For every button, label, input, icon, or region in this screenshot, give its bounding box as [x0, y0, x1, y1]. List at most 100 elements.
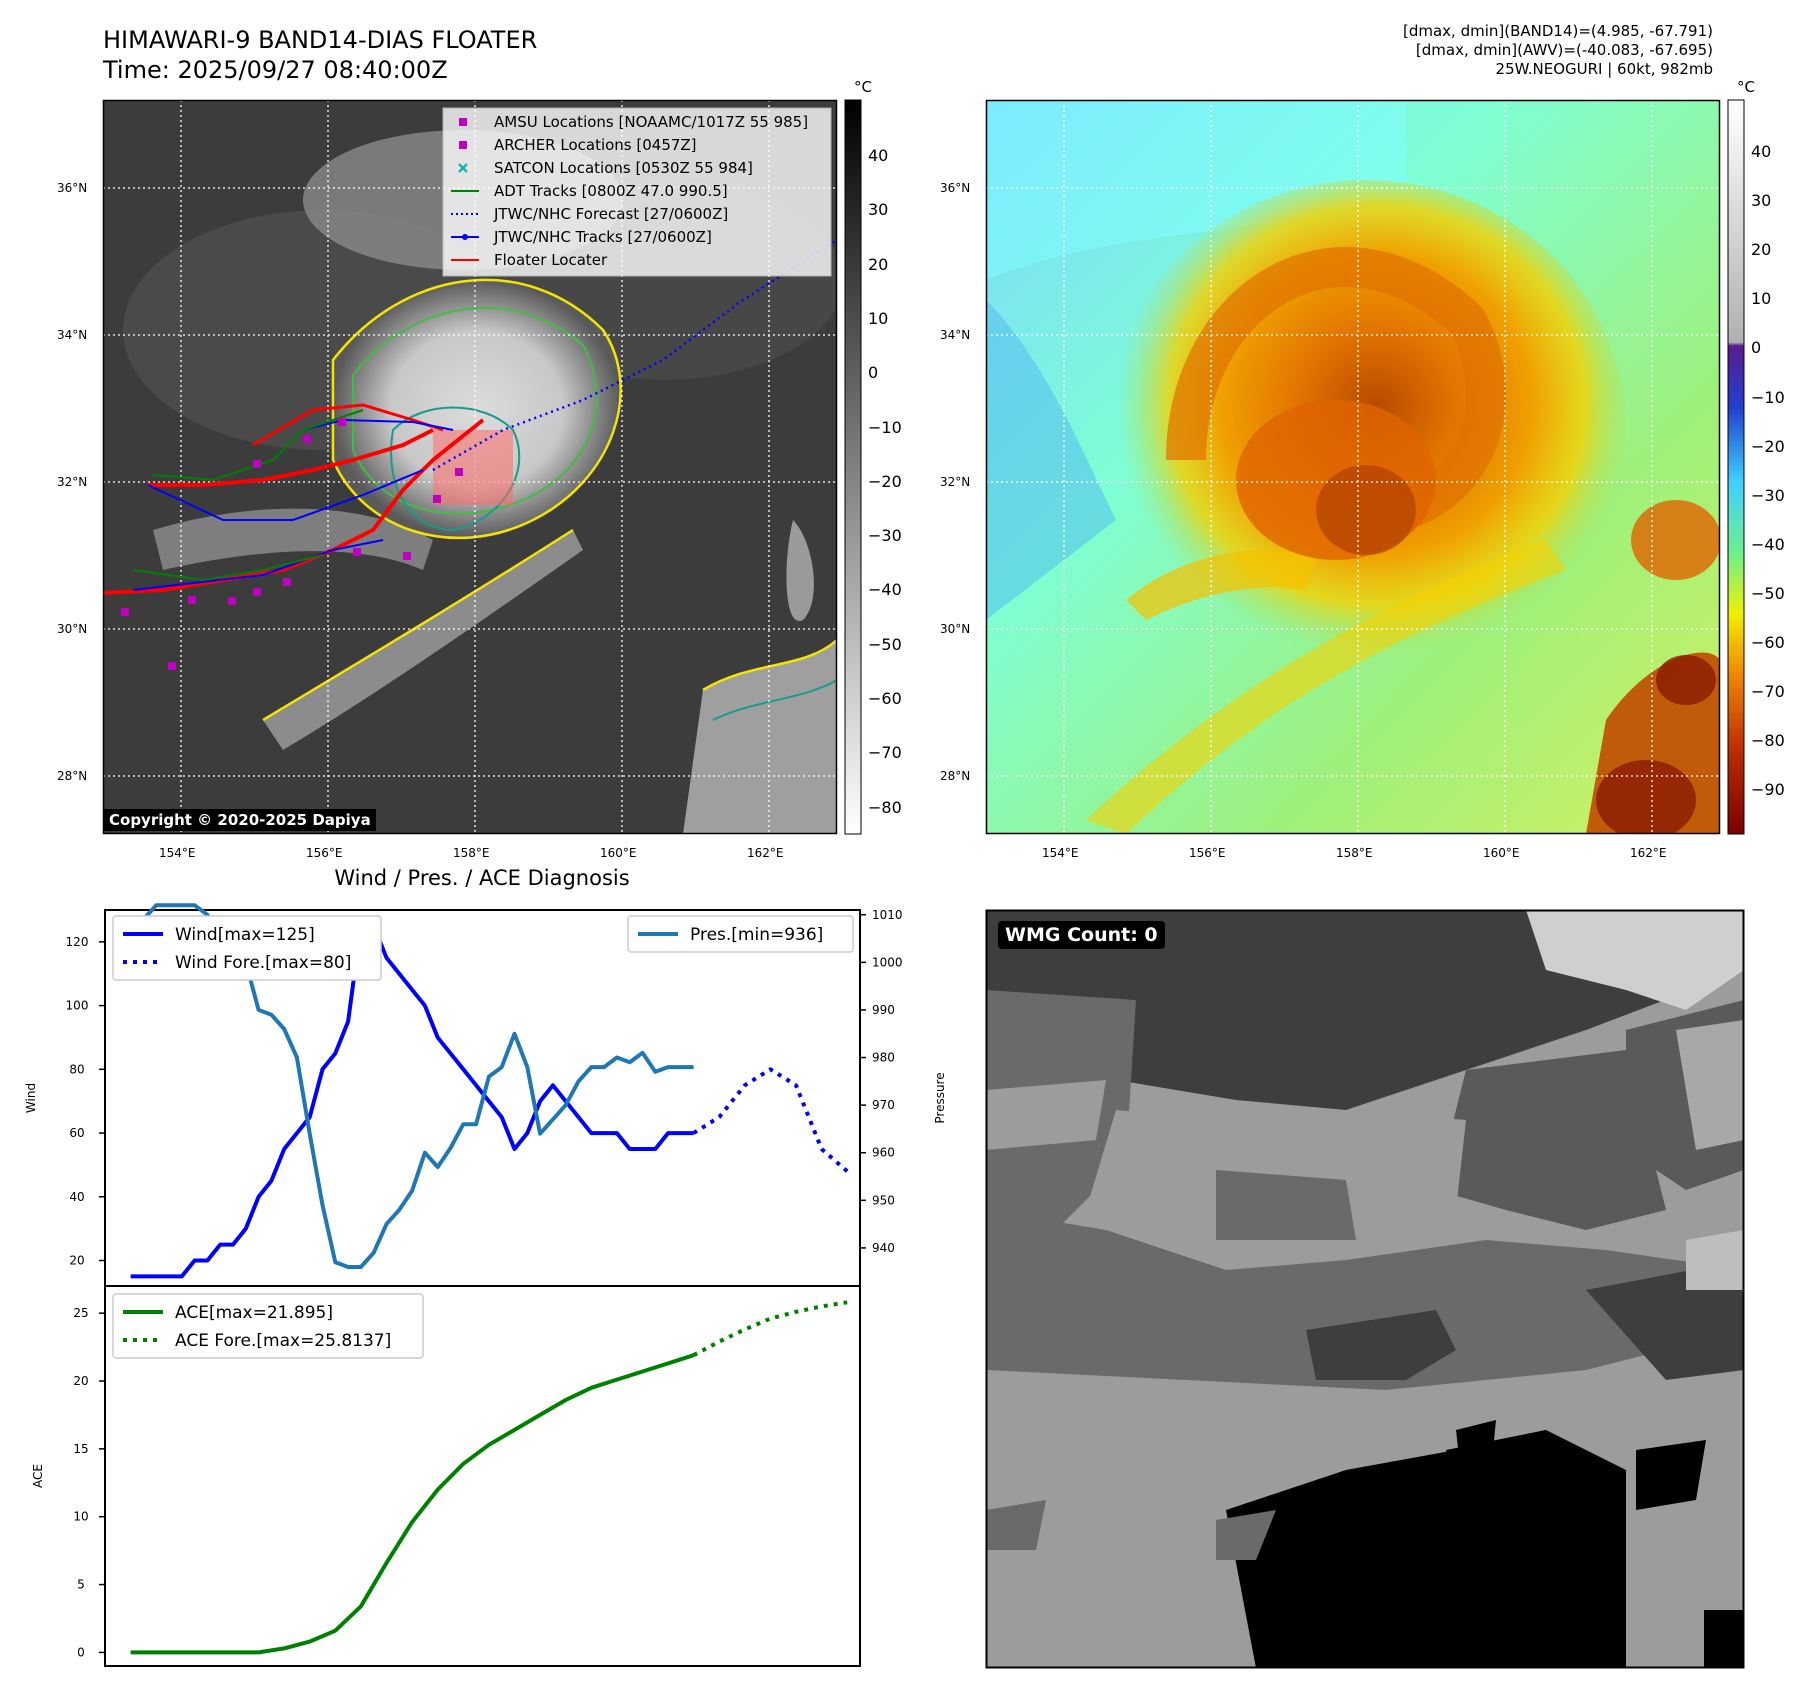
ace-y-tick-label: 25	[73, 1306, 88, 1320]
legend-entry: ADT Tracks [0800Z 47.0 990.5]	[451, 182, 728, 200]
colorbar-tick-label: −70	[868, 743, 902, 763]
right-colorbar-unit: °C	[1737, 78, 1755, 96]
ace-y-tick-label: 5	[77, 1578, 85, 1592]
ir-grayscale-map: AMSU Locations [NOAAMC/1017Z 55 985] ARCH…	[102, 99, 838, 835]
colorbar-tick-label: −10	[1751, 387, 1785, 407]
legend-series-label: Wind Fore.[max=80]	[175, 953, 351, 973]
ace-axis-label: ACE	[31, 1464, 45, 1488]
legend-entry: SATCON Locations [0530Z 55 984]	[458, 159, 753, 177]
pressure-y-tick-label: 940	[872, 1241, 895, 1255]
legend-label: JTWC/NHC Tracks [27/0600Z]	[493, 228, 712, 246]
colorbar-tick-label: 10	[868, 308, 889, 328]
lon-tick-label: 156°E	[306, 846, 343, 860]
legend-label: Floater Locater	[494, 251, 608, 269]
awv-colorbar	[1727, 99, 1745, 835]
wind-y-tick-label: 120	[66, 935, 89, 949]
lon-tick-label: 156°E	[1189, 846, 1226, 860]
ace-axes	[104, 1285, 861, 1667]
legend-entry: JTWC/NHC Forecast [27/0600Z]	[451, 205, 728, 223]
wind-y-tick-label: 40	[69, 1190, 84, 1204]
lat-tick-label: 32°N	[940, 475, 971, 489]
series-line-ace-solid	[130, 1353, 695, 1655]
lat-tick-label: 34°N	[57, 328, 88, 342]
pressure-y-tick-label: 970	[872, 1098, 895, 1112]
lon-tick-label: 154°E	[159, 846, 196, 860]
lon-tick-label: 160°E	[600, 846, 637, 860]
legend-entry: AMSU Locations [NOAAMC/1017Z 55 985]	[459, 113, 808, 131]
colorbar-tick-label: −10	[868, 417, 902, 437]
legend-label: AMSU Locations [NOAAMC/1017Z 55 985]	[494, 113, 808, 131]
colorbar-tick-label: 0	[1751, 338, 1762, 358]
lon-tick-label: 162°E	[1630, 846, 1667, 860]
title-line-2: Time: 2025/09/27 08:40:00Z	[103, 56, 448, 84]
colorbar-tick-label: −60	[868, 689, 902, 708]
stats-line-2: [dmax, dmin](AWV)=(-40.083, -67.695)	[1415, 41, 1713, 59]
chart-legend	[627, 915, 854, 953]
colorbar-tick-label: −80	[868, 797, 902, 817]
series-line-left-solid	[130, 923, 694, 1279]
colorbar-tick-label: −80	[1751, 731, 1785, 751]
left-colorbar-unit: °C	[854, 78, 872, 96]
wmg-grayscale-panel	[985, 909, 1745, 1669]
colorbar-tick-label: −50	[1751, 583, 1785, 603]
colorbar-tick-label: −30	[868, 526, 902, 546]
lon-tick-label: 162°E	[747, 846, 784, 860]
lat-tick-label: 30°N	[57, 622, 88, 636]
wmg-count-label: WMG Count: 0	[998, 921, 1165, 949]
legend-label: JTWC/NHC Forecast [27/0600Z]	[493, 205, 728, 223]
colorbar-tick-label: −90	[1751, 780, 1785, 800]
legend-label: SATCON Locations [0530Z 55 984]	[494, 159, 753, 177]
stats-block: [dmax, dmin](BAND14)=(4.985, -67.791) [d…	[1403, 22, 1713, 79]
legend-entry: ARCHER Locations [0457Z]	[459, 136, 697, 154]
lat-tick-label: 30°N	[940, 622, 971, 636]
ace-y-tick-label: 15	[73, 1442, 88, 1456]
lon-tick-label: 158°E	[453, 846, 490, 860]
colorbar-tick-label: −30	[1751, 485, 1785, 505]
wind-y-tick-label: 100	[66, 999, 89, 1013]
colorbar-tick-label: −40	[1751, 534, 1785, 554]
pressure-axis-label: Pressure	[933, 1072, 947, 1123]
lat-tick-label: 34°N	[940, 328, 971, 342]
pressure-y-tick-label: 960	[872, 1146, 895, 1160]
chart-legend	[112, 915, 382, 981]
colorbar-tick-label: −40	[868, 580, 902, 600]
ace-y-tick-label: 20	[73, 1374, 88, 1388]
colorbar-tick-label: −70	[1751, 682, 1785, 702]
lat-tick-label: 28°N	[940, 769, 971, 783]
legend-series-label: Wind[max=125]	[175, 925, 315, 945]
grayscale-colorbar	[844, 99, 862, 835]
colorbar-tick-label: 0	[868, 363, 879, 383]
colorbar-tick-label: −60	[1751, 633, 1785, 652]
colorbar-tick-label: −50	[868, 634, 902, 654]
legend-entry: JTWC/NHC Tracks [27/0600Z]	[451, 228, 712, 246]
stats-line-3: 25W.NEOGURI | 60kt, 982mb	[1495, 60, 1713, 78]
colorbar-tick-label: 40	[868, 146, 889, 165]
title-line-1: HIMAWARI-9 BAND14-DIAS FLOATER	[103, 26, 538, 54]
pressure-y-tick-label: 950	[872, 1193, 895, 1207]
pressure-y-tick-label: 1010	[872, 908, 903, 922]
colorbar-tick-label: 40	[1751, 142, 1772, 161]
colorbar-tick-label: 30	[868, 200, 889, 220]
lat-tick-label: 28°N	[57, 769, 88, 783]
pressure-y-tick-label: 1000	[872, 955, 903, 969]
lon-tick-label: 160°E	[1483, 846, 1520, 860]
series-line-left-dotted	[692, 1067, 849, 1173]
legend-series-label: ACE Fore.[max=25.8137]	[175, 1331, 391, 1351]
awv-color-map	[985, 99, 1721, 835]
colorbar-tick-label: 20	[868, 254, 889, 274]
product-title: HIMAWARI-9 BAND14-DIAS FLOATER Time: 202…	[103, 25, 537, 85]
pressure-y-tick-label: 980	[872, 1051, 895, 1065]
colorbar-tick-label: 10	[1751, 289, 1772, 309]
legend-entry: Floater Locater	[451, 251, 608, 269]
pressure-y-tick-label: 990	[872, 1003, 895, 1017]
lat-tick-label: 36°N	[57, 181, 88, 195]
colorbar-tick-label: 30	[1751, 191, 1772, 211]
colorbar-tick-label: −20	[1751, 436, 1785, 456]
lat-tick-label: 36°N	[940, 181, 971, 195]
wind-y-tick-label: 20	[69, 1254, 84, 1268]
series-line-ace-dotted	[692, 1300, 848, 1357]
map-legend: AMSU Locations [NOAAMC/1017Z 55 985] ARCH…	[442, 107, 832, 277]
diagnosis-title: Wind / Pres. / ACE Diagnosis	[334, 866, 630, 890]
legend-label: ARCHER Locations [0457Z]	[494, 136, 697, 154]
